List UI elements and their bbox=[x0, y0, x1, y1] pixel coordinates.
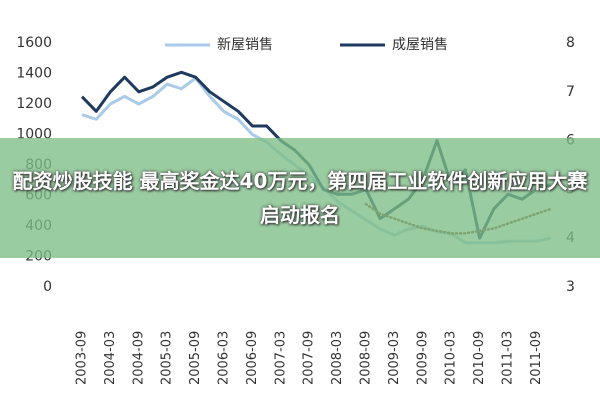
x-tick-label: 2005-03 bbox=[160, 331, 175, 385]
y2-tick-label: 8 bbox=[566, 35, 575, 51]
x-tick-label: 2006-03 bbox=[217, 331, 232, 385]
y2-tick-label: 3 bbox=[566, 279, 575, 295]
banner-text[interactable]: 配资炒股技能 最高奖金达40万元，第四届工业软件创新应用大赛启动报名 bbox=[12, 169, 588, 227]
x-tick-label: 2004-09 bbox=[131, 331, 146, 385]
x-tick-label: 2004-03 bbox=[103, 331, 118, 385]
y-tick-label: 1600 bbox=[16, 35, 52, 51]
y2-tick-label: 7 bbox=[566, 84, 575, 100]
x-tick-label: 2010-03 bbox=[444, 331, 459, 385]
x-tick-label: 2003-09 bbox=[75, 331, 90, 385]
x-tick-label: 2008-09 bbox=[359, 331, 374, 385]
x-tick-label: 2006-09 bbox=[245, 331, 260, 385]
x-tick-label: 2011-09 bbox=[529, 331, 544, 385]
legend-label: 成屋销售 bbox=[392, 37, 448, 53]
x-tick-label: 2009-09 bbox=[415, 331, 430, 385]
legend-label: 新屋销售 bbox=[217, 37, 273, 53]
x-tick-label: 2009-03 bbox=[387, 331, 402, 385]
x-tick-label: 2007-09 bbox=[302, 331, 317, 385]
x-tick-label: 2007-03 bbox=[273, 331, 288, 385]
y-tick-label: 0 bbox=[43, 279, 52, 295]
y-tick-label: 1400 bbox=[16, 66, 52, 82]
x-tick-label: 2011-03 bbox=[501, 331, 516, 385]
x-tick-label: 2010-09 bbox=[472, 331, 487, 385]
y-tick-label: 1200 bbox=[16, 96, 52, 112]
ad-banner[interactable]: 配资炒股技能 最高奖金达40万元，第四届工业软件创新应用大赛启动报名 bbox=[0, 138, 600, 258]
x-tick-label: 2005-09 bbox=[188, 331, 203, 385]
x-tick-label: 2008-03 bbox=[330, 331, 345, 385]
